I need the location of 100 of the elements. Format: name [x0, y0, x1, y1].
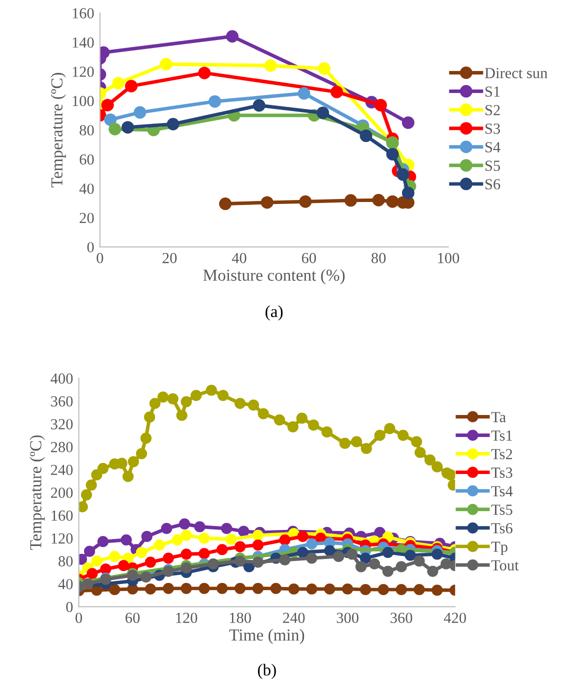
y-tick-label: 80	[80, 125, 94, 136]
point	[122, 470, 134, 482]
point	[372, 194, 385, 206]
point	[112, 76, 125, 90]
point	[144, 412, 156, 423]
point	[411, 436, 422, 448]
y-tick-label: 160	[72, 8, 94, 18]
legend-label: S1	[485, 86, 500, 97]
point	[144, 556, 156, 568]
point	[402, 186, 414, 200]
point	[324, 583, 336, 595]
point	[297, 530, 308, 542]
point	[306, 583, 318, 595]
point	[120, 534, 132, 546]
point	[219, 198, 232, 210]
legend-label: Ta	[491, 412, 506, 422]
legend-label: Ts1	[491, 430, 512, 441]
point	[172, 534, 183, 546]
point	[234, 555, 246, 567]
legend-label: Tout	[491, 560, 519, 570]
point	[157, 392, 169, 403]
y-tick-label: 60	[80, 154, 94, 165]
point	[160, 58, 172, 70]
point	[216, 582, 228, 594]
point	[368, 558, 380, 570]
point	[176, 410, 188, 421]
point	[198, 548, 210, 560]
point	[321, 426, 333, 438]
point	[206, 384, 217, 396]
point	[432, 548, 443, 560]
point	[404, 550, 416, 561]
y-axis-title: Temperature (ºC)	[30, 435, 45, 550]
point	[252, 530, 264, 541]
point	[194, 521, 206, 532]
point	[167, 393, 178, 404]
point	[346, 548, 358, 560]
point	[248, 400, 260, 411]
point	[234, 541, 246, 552]
point	[252, 99, 266, 112]
point	[198, 66, 211, 80]
point	[216, 544, 228, 556]
point	[298, 87, 310, 100]
point	[287, 421, 298, 432]
legend-label: S3	[485, 124, 500, 134]
point	[270, 582, 282, 594]
point	[122, 121, 134, 134]
point	[101, 98, 114, 112]
point	[136, 448, 148, 460]
point	[136, 546, 148, 558]
point	[350, 436, 362, 448]
point	[339, 438, 350, 449]
x-tick-label: 420	[444, 612, 466, 624]
point	[396, 584, 407, 596]
legend-label: S4	[485, 142, 500, 152]
y-tick-label: 280	[50, 442, 73, 452]
point	[190, 390, 202, 401]
point	[382, 566, 394, 577]
point	[108, 122, 122, 136]
point	[217, 390, 229, 401]
x-tick-label: 40	[232, 252, 246, 264]
point	[432, 584, 443, 596]
point	[91, 469, 102, 480]
point	[252, 539, 264, 551]
point	[398, 430, 409, 441]
y-tick-label: 40	[79, 184, 94, 194]
point	[180, 548, 192, 560]
point	[308, 420, 320, 431]
x-tick-label: 20	[162, 252, 177, 264]
point	[299, 195, 312, 208]
x-tick-label: 180	[230, 612, 251, 624]
x-axis-title: Moisture content (%)	[203, 269, 345, 284]
point	[396, 561, 407, 572]
point	[234, 398, 246, 409]
point	[144, 583, 156, 595]
y-tick-label: 100	[72, 96, 94, 106]
point	[360, 552, 372, 564]
point	[221, 522, 232, 534]
x-tick-label: 300	[336, 612, 358, 624]
point	[333, 550, 344, 562]
x-tick-label: 80	[372, 252, 386, 264]
point	[424, 454, 436, 466]
y-tick-label: 80	[58, 556, 73, 566]
legend-label: Ts2	[491, 449, 512, 460]
point	[162, 582, 174, 594]
y-tick-label: 20	[80, 212, 94, 224]
point	[140, 571, 152, 583]
point	[180, 396, 192, 408]
legend-label: Ts5	[491, 504, 512, 515]
point	[260, 196, 274, 209]
point	[100, 46, 110, 59]
point	[149, 398, 161, 409]
x-axis-title: Time (min)	[229, 628, 304, 644]
point	[134, 106, 146, 119]
x-tick-label: 360	[390, 612, 412, 624]
x-tick-label: 60	[126, 612, 140, 624]
point	[384, 422, 396, 434]
point	[396, 168, 410, 181]
point	[378, 584, 389, 596]
point	[100, 563, 112, 575]
point	[258, 408, 269, 420]
